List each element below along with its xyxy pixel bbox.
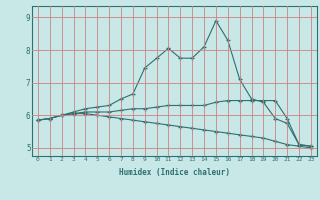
X-axis label: Humidex (Indice chaleur): Humidex (Indice chaleur) <box>119 168 230 177</box>
